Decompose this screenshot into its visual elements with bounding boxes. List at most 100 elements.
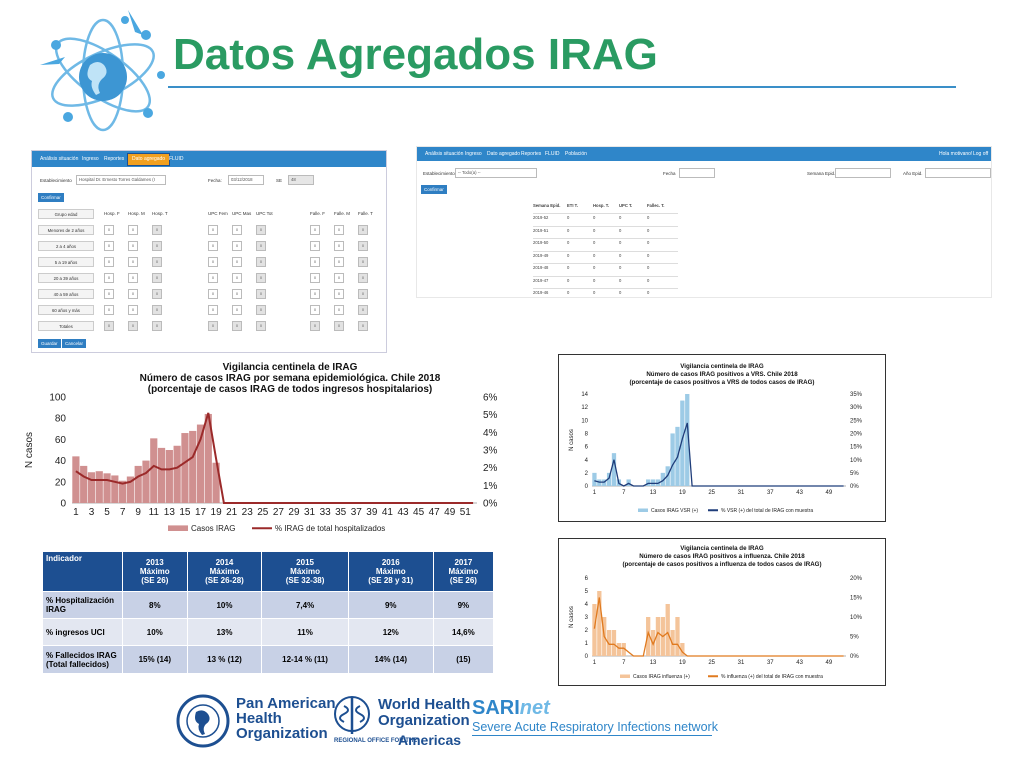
value-input[interactable]: 0 <box>152 241 162 251</box>
y2-tick-label: 15% <box>850 596 863 602</box>
y2-tick-label: 30% <box>850 405 863 411</box>
value-input[interactable]: 0 <box>334 321 344 331</box>
nav-ingreso[interactable]: Ingreso <box>82 156 99 162</box>
value-input[interactable]: 0 <box>208 225 218 235</box>
nav-analisis[interactable]: Análisis situación <box>40 156 79 162</box>
value-input[interactable]: 0 <box>128 305 138 315</box>
value-input[interactable]: 0 <box>208 257 218 267</box>
value-input[interactable]: 0 <box>104 305 114 315</box>
value-input[interactable]: 0 <box>256 321 266 331</box>
bar <box>165 450 173 503</box>
value-input[interactable]: 0 <box>358 241 368 251</box>
value-input[interactable]: 0 <box>232 273 242 283</box>
value-input[interactable]: 0 <box>232 225 242 235</box>
value-input[interactable]: 0 <box>104 289 114 299</box>
value-input[interactable]: 0 <box>256 257 266 267</box>
value-input[interactable]: 0 <box>152 305 162 315</box>
value-cell: 0 <box>593 252 596 258</box>
value-input[interactable]: 0 <box>152 225 162 235</box>
value-input[interactable]: 0 <box>152 257 162 267</box>
value-input[interactable]: 0 <box>256 289 266 299</box>
value-input[interactable]: 0 <box>232 305 242 315</box>
value-input[interactable]: 0 <box>104 225 114 235</box>
value-input[interactable]: 0 <box>256 225 266 235</box>
x-tick-label: 35 <box>335 507 347 518</box>
value-input[interactable]: 0 <box>128 321 138 331</box>
value-input[interactable]: 0 <box>334 273 344 283</box>
value-input[interactable]: 0 <box>334 225 344 235</box>
semana2-input[interactable] <box>835 168 891 178</box>
value-input[interactable]: 0 <box>208 289 218 299</box>
nav2-reportes[interactable]: Reportes <box>521 151 542 157</box>
value-input[interactable]: 0 <box>256 241 266 251</box>
nav-reportes[interactable]: Reportes <box>104 156 125 162</box>
nav-fluid[interactable]: FLUID <box>169 156 184 162</box>
value-input[interactable]: 0 <box>256 305 266 315</box>
value-input[interactable]: 0 <box>232 289 242 299</box>
x-tick-label: 13 <box>164 507 176 518</box>
value-input[interactable]: 0 <box>104 257 114 267</box>
establecimiento2-select[interactable]: -- Todo(a) -- <box>455 168 537 178</box>
nav2-ingreso[interactable]: Ingreso <box>465 151 482 157</box>
value-input[interactable]: 0 <box>232 321 242 331</box>
establecimiento-select[interactable]: Hospital Dr. Ernesto Torres Galdames (I <box>76 175 166 185</box>
value-input[interactable]: 0 <box>128 241 138 251</box>
cell: 15% (14) <box>122 645 188 674</box>
nav2-analisis[interactable]: Análisis situación <box>425 151 464 157</box>
fecha2-input[interactable] <box>679 168 715 178</box>
cancelar-button[interactable]: Cancelar <box>62 339 87 348</box>
chart-title-line: Número de casos IRAG positivos a VRS. Ch… <box>646 371 798 378</box>
value-input[interactable]: 0 <box>104 273 114 283</box>
legend-swatch-bars <box>620 674 630 678</box>
value-input[interactable]: 0 <box>232 241 242 251</box>
value-input[interactable]: 0 <box>152 273 162 283</box>
value-input[interactable]: 0 <box>310 257 320 267</box>
value-input[interactable]: 0 <box>128 225 138 235</box>
value-input[interactable]: 0 <box>310 225 320 235</box>
value-input[interactable]: 0 <box>208 305 218 315</box>
value-input[interactable]: 0 <box>358 225 368 235</box>
value-input[interactable]: 0 <box>310 321 320 331</box>
value-input[interactable]: 0 <box>208 321 218 331</box>
value-input[interactable]: 0 <box>152 321 162 331</box>
value-input[interactable]: 0 <box>334 289 344 299</box>
value-input[interactable]: 0 <box>310 273 320 283</box>
nav2-dato-agregado[interactable]: Dato agregado <box>487 151 521 157</box>
value-input[interactable]: 0 <box>358 257 368 267</box>
bar <box>103 473 111 503</box>
value-input[interactable]: 0 <box>310 289 320 299</box>
y2-tick-label: 1% <box>483 481 498 492</box>
nav-dato-agregado[interactable]: Dato agregado <box>127 153 171 166</box>
value-input[interactable]: 0 <box>310 305 320 315</box>
value-input[interactable]: 0 <box>232 257 242 267</box>
value-input[interactable]: 0 <box>104 241 114 251</box>
value-input[interactable]: 0 <box>104 321 114 331</box>
header-2014: 2014 Máximo (SE 26-28) <box>186 551 263 592</box>
nav2-fluid[interactable]: FLUID <box>545 151 560 157</box>
value-input[interactable]: 0 <box>334 241 344 251</box>
value-input[interactable]: 0 <box>310 241 320 251</box>
value-input[interactable]: 0 <box>334 305 344 315</box>
confirmar-button[interactable]: Confirmar <box>38 193 64 202</box>
value-input[interactable]: 0 <box>152 289 162 299</box>
value-input[interactable]: 0 <box>256 273 266 283</box>
fecha-input[interactable]: 03/12/2018 <box>228 175 264 185</box>
anio2-input[interactable] <box>925 168 991 178</box>
value-input[interactable]: 0 <box>358 305 368 315</box>
y2-tick-label: 20% <box>850 432 863 438</box>
value-input[interactable]: 0 <box>208 241 218 251</box>
nav2-poblacion[interactable]: Población <box>565 151 587 157</box>
se-input[interactable]: 48 <box>288 175 314 185</box>
guardar-button[interactable]: Guardar <box>38 339 61 348</box>
value-input[interactable]: 0 <box>128 289 138 299</box>
value-input[interactable]: 0 <box>128 273 138 283</box>
value-input[interactable]: 0 <box>334 257 344 267</box>
y-tick-label: 1 <box>585 641 589 647</box>
confirmar2-button[interactable]: Confirmar <box>421 185 447 194</box>
value-input[interactable]: 0 <box>358 321 368 331</box>
value-input[interactable]: 0 <box>128 257 138 267</box>
value-input[interactable]: 0 <box>208 273 218 283</box>
logoff-link[interactable]: Log off <box>973 151 989 157</box>
value-input[interactable]: 0 <box>358 273 368 283</box>
value-input[interactable]: 0 <box>358 289 368 299</box>
